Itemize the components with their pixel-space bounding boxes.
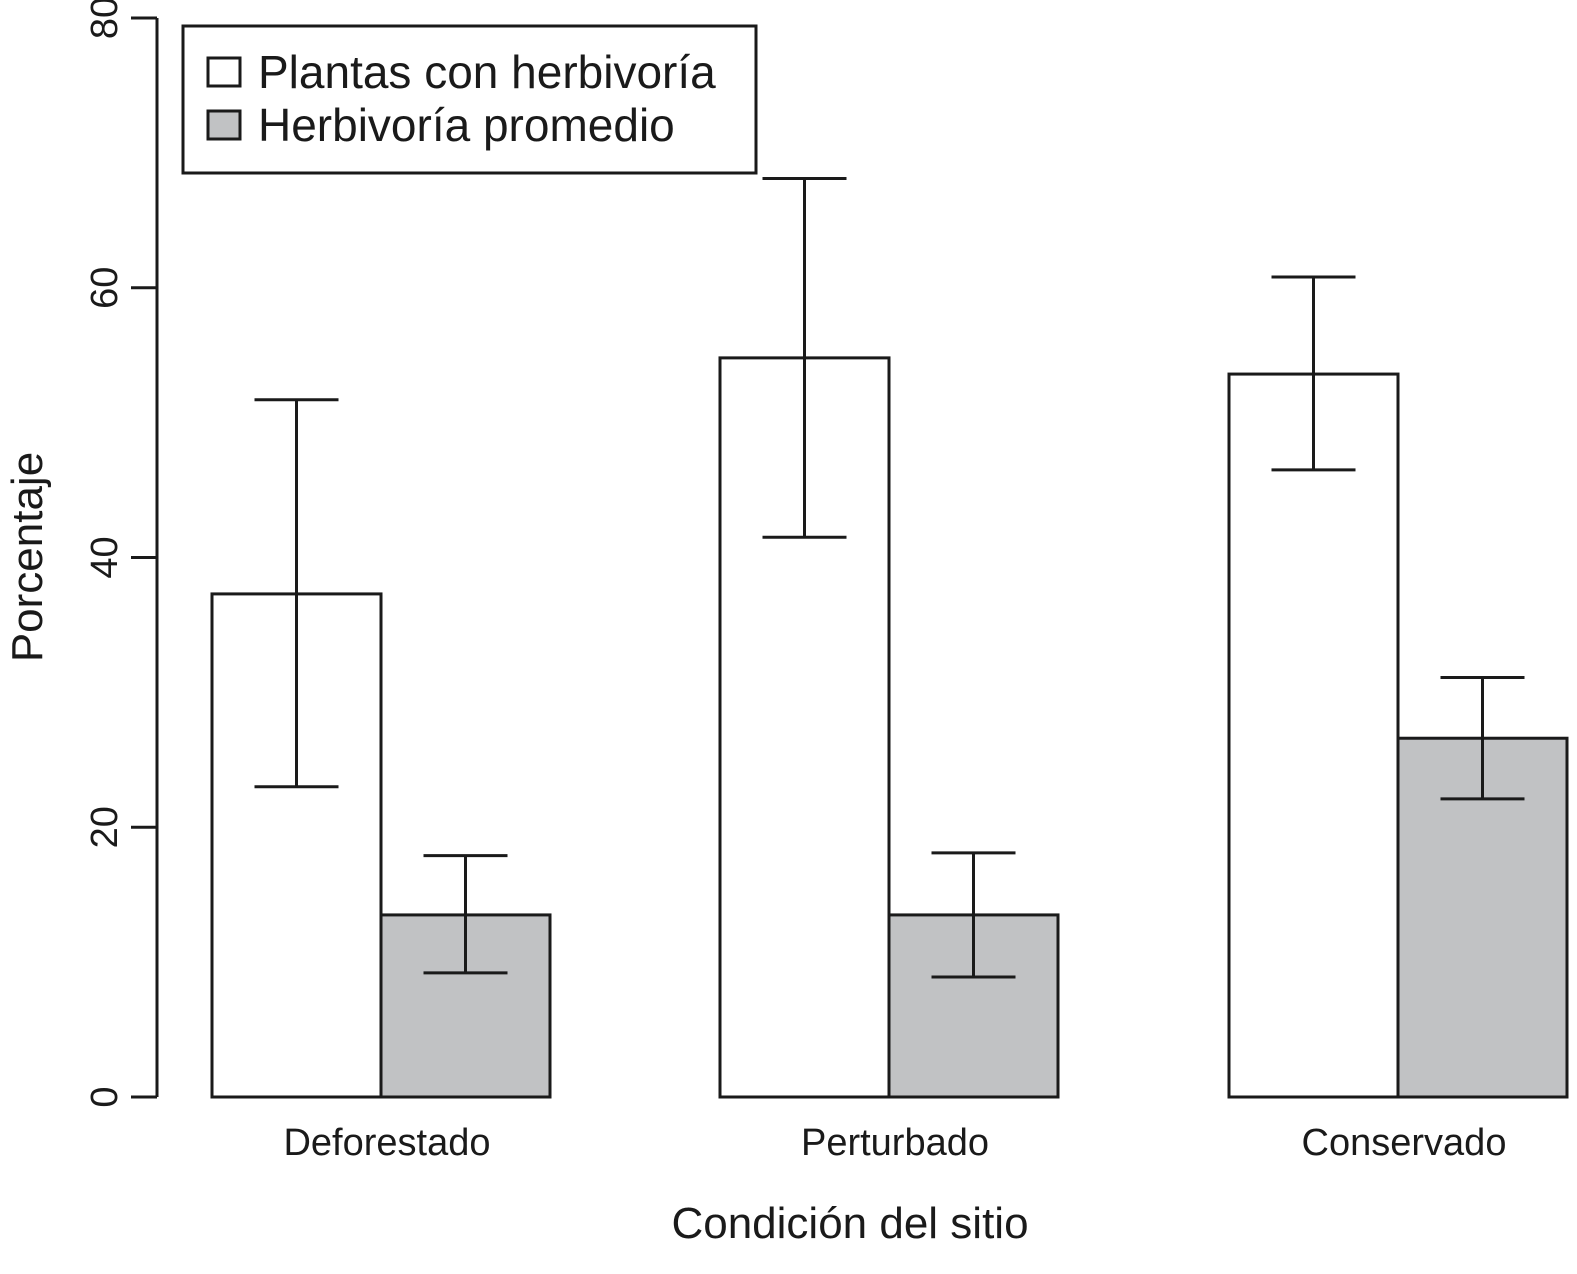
legend-label-plantas: Plantas con herbivoría [258, 46, 716, 98]
y-tick-label: 20 [84, 806, 126, 848]
error-bar [762, 177, 847, 539]
legend-label-herbivoria: Herbivoría promedio [258, 99, 675, 151]
y-tick-label: 40 [84, 536, 126, 578]
x-category-label: Conservado [1302, 1122, 1507, 1164]
legend-box [181, 24, 758, 175]
error-bar [931, 851, 1016, 979]
bars [210, 356, 1569, 1099]
legend-swatch-herbivoria [206, 109, 242, 141]
error-bar [1271, 275, 1356, 472]
legend: Plantas con herbivoría Herbivoría promed… [181, 24, 758, 175]
error-bar [1440, 676, 1525, 801]
error-bar [423, 854, 508, 975]
category-labels: Deforestado Perturbado Conservado [283, 1122, 1506, 1164]
y-axis-ticks: 0 20 40 60 80 [84, 0, 157, 1108]
x-axis-title: Condición del sitio [671, 1199, 1028, 1248]
x-category-label: Deforestado [283, 1122, 490, 1164]
y-tick-label: 60 [84, 267, 126, 309]
x-category-label: Perturbado [801, 1122, 989, 1164]
y-tick-label: 0 [84, 1086, 126, 1107]
legend-swatch-plantas [206, 56, 242, 88]
error-bar [254, 398, 339, 789]
bar-plantas-conservado [1227, 372, 1400, 1099]
y-axis-title: Porcentaje [3, 452, 52, 662]
error-bars [254, 177, 1525, 979]
y-tick-label: 80 [84, 0, 126, 39]
